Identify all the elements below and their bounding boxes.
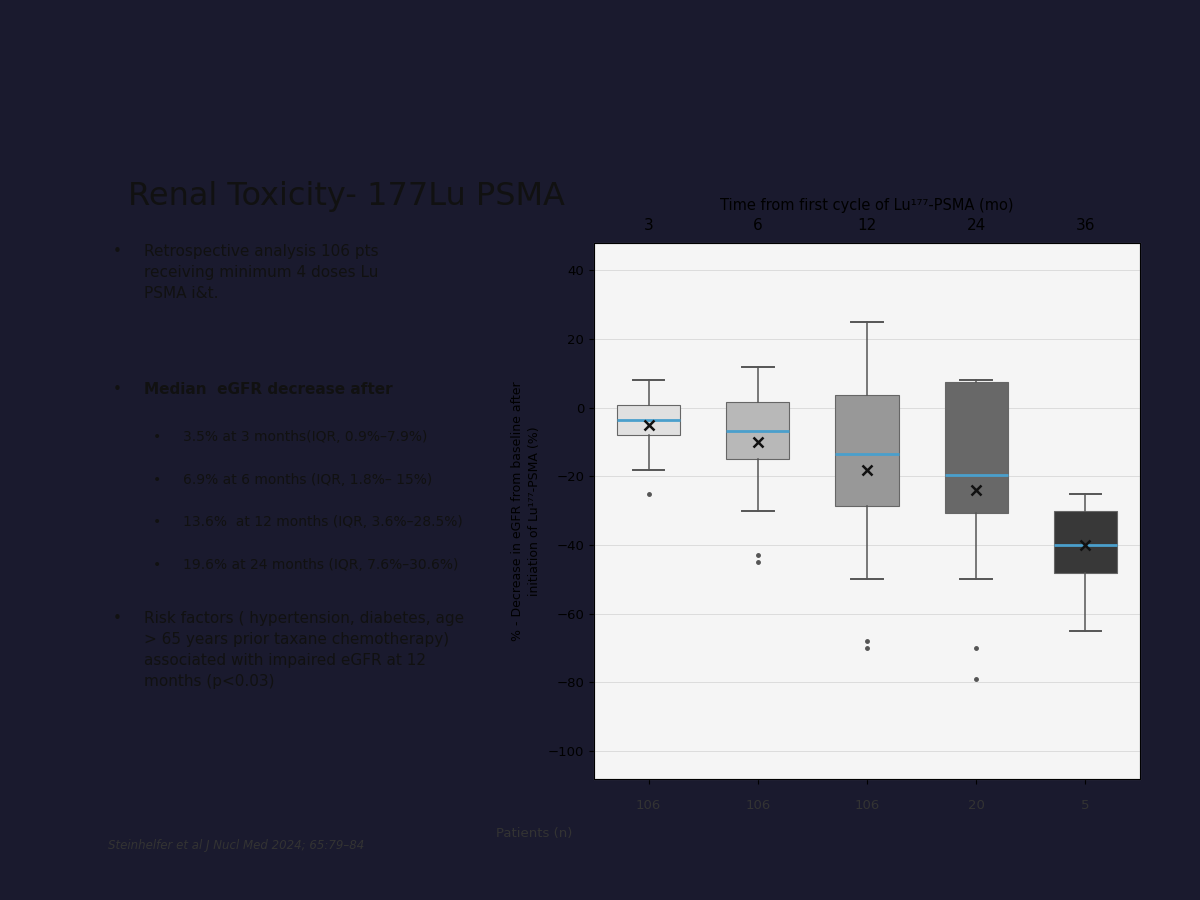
PathPatch shape [835, 395, 899, 506]
PathPatch shape [726, 401, 790, 459]
Text: Retrospective analysis 106 pts
receiving minimum 4 doses Lu
PSMA i&t.: Retrospective analysis 106 pts receiving… [144, 244, 378, 301]
Text: 106: 106 [854, 799, 880, 812]
Text: •: • [113, 244, 121, 259]
Text: Renal Toxicity- 177Lu PSMA: Renal Toxicity- 177Lu PSMA [127, 181, 564, 212]
Text: 6.9% at 6 months (IQR, 1.8%– 15%): 6.9% at 6 months (IQR, 1.8%– 15%) [184, 472, 433, 487]
Text: •: • [113, 610, 121, 626]
Text: 20: 20 [967, 799, 985, 812]
Text: •: • [152, 558, 161, 572]
PathPatch shape [1054, 511, 1117, 572]
Text: Risk factors ( hypertension, diabetes, age
> 65 years prior taxane chemotherapy): Risk factors ( hypertension, diabetes, a… [144, 610, 463, 688]
Text: •: • [152, 430, 161, 444]
PathPatch shape [944, 382, 1008, 513]
Text: •: • [152, 472, 161, 487]
Text: Median  eGFR decrease after: Median eGFR decrease after [144, 382, 392, 398]
Text: •: • [152, 516, 161, 529]
Text: 5: 5 [1081, 799, 1090, 812]
Text: 19.6% at 24 months (IQR, 7.6%–30.6%): 19.6% at 24 months (IQR, 7.6%–30.6%) [184, 558, 458, 572]
Text: Steinhelfer et al J Nucl Med 2024; 65:79–84: Steinhelfer et al J Nucl Med 2024; 65:79… [108, 839, 365, 851]
Text: 3.5% at 3 months(IQR, 0.9%–7.9%): 3.5% at 3 months(IQR, 0.9%–7.9%) [184, 430, 428, 444]
Text: 106: 106 [636, 799, 661, 812]
Text: Patients (n): Patients (n) [496, 827, 572, 840]
Text: •: • [113, 382, 121, 398]
Text: 13.6%  at 12 months (IQR, 3.6%–28.5%): 13.6% at 12 months (IQR, 3.6%–28.5%) [184, 516, 463, 529]
Y-axis label: % - Decrease in eGFR from baseline after
initiation of Lu¹⁷⁷-PSMA (%): % - Decrease in eGFR from baseline after… [511, 381, 541, 641]
X-axis label: Time from first cycle of Lu¹⁷⁷-PSMA (mo): Time from first cycle of Lu¹⁷⁷-PSMA (mo) [720, 198, 1014, 213]
PathPatch shape [617, 405, 680, 435]
Text: 106: 106 [745, 799, 770, 812]
